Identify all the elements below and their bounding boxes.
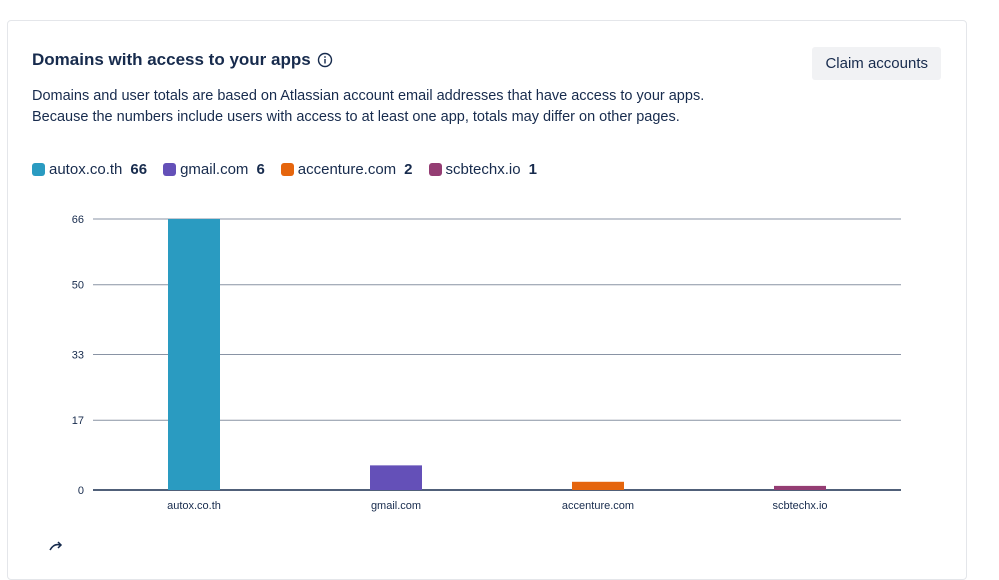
legend-item-scbtechx[interactable]: scbtechx.io 1 (428, 161, 537, 178)
legend-label: scbtechx.io (445, 161, 521, 178)
bar-autox-co-th[interactable] (168, 219, 220, 490)
chart-legend: autox.co.th 66 gmail.com 6 accenture.com… (32, 161, 537, 178)
card-description: Domains and user totals are based on Atl… (32, 86, 704, 128)
legend-item-accenture[interactable]: accenture.com 2 (280, 161, 413, 178)
legend-value: 1 (528, 161, 537, 178)
x-tick-label: scbtechx.io (772, 500, 827, 512)
description-line-2: Because the numbers include users with a… (32, 109, 680, 125)
legend-swatch (428, 163, 442, 176)
y-tick-label: 17 (72, 415, 84, 427)
legend-swatch (163, 163, 177, 176)
x-tick-label: gmail.com (371, 500, 421, 512)
bar-accenture-com[interactable] (572, 481, 624, 490)
bar-gmail-com[interactable] (370, 465, 422, 490)
legend-label: gmail.com (180, 161, 249, 178)
legend-item-gmail[interactable]: gmail.com 6 (163, 161, 265, 178)
y-tick-label: 33 (72, 350, 84, 362)
x-tick-label: accenture.com (562, 500, 634, 512)
info-icon[interactable] (317, 52, 333, 68)
legend-swatch (280, 163, 294, 176)
legend-value: 6 (256, 161, 265, 178)
y-tick-label: 50 (72, 280, 84, 292)
description-line-1: Domains and user totals are based on Atl… (32, 88, 705, 104)
legend-label: accenture.com (297, 161, 397, 178)
legend-swatch (32, 163, 45, 176)
legend-item-autox[interactable]: autox.co.th 66 (32, 161, 147, 178)
card-header: Domains with access to your apps (32, 50, 333, 70)
legend-value: 66 (130, 161, 148, 178)
x-tick-label: autox.co.th (167, 500, 221, 512)
legend-label: autox.co.th (49, 161, 123, 178)
bar-scbtechx-io[interactable] (774, 485, 826, 490)
card-title: Domains with access to your apps (32, 50, 311, 69)
refresh-icon[interactable] (48, 541, 68, 551)
y-tick-label: 0 (78, 485, 84, 497)
legend-value: 2 (404, 161, 413, 178)
bar-chart: 0 17 33 50 66 autox.co.th gmail.com accenture.c… (72, 214, 901, 512)
y-tick-label: 66 (72, 214, 84, 226)
claim-accounts-button[interactable]: Claim accounts (812, 47, 941, 80)
